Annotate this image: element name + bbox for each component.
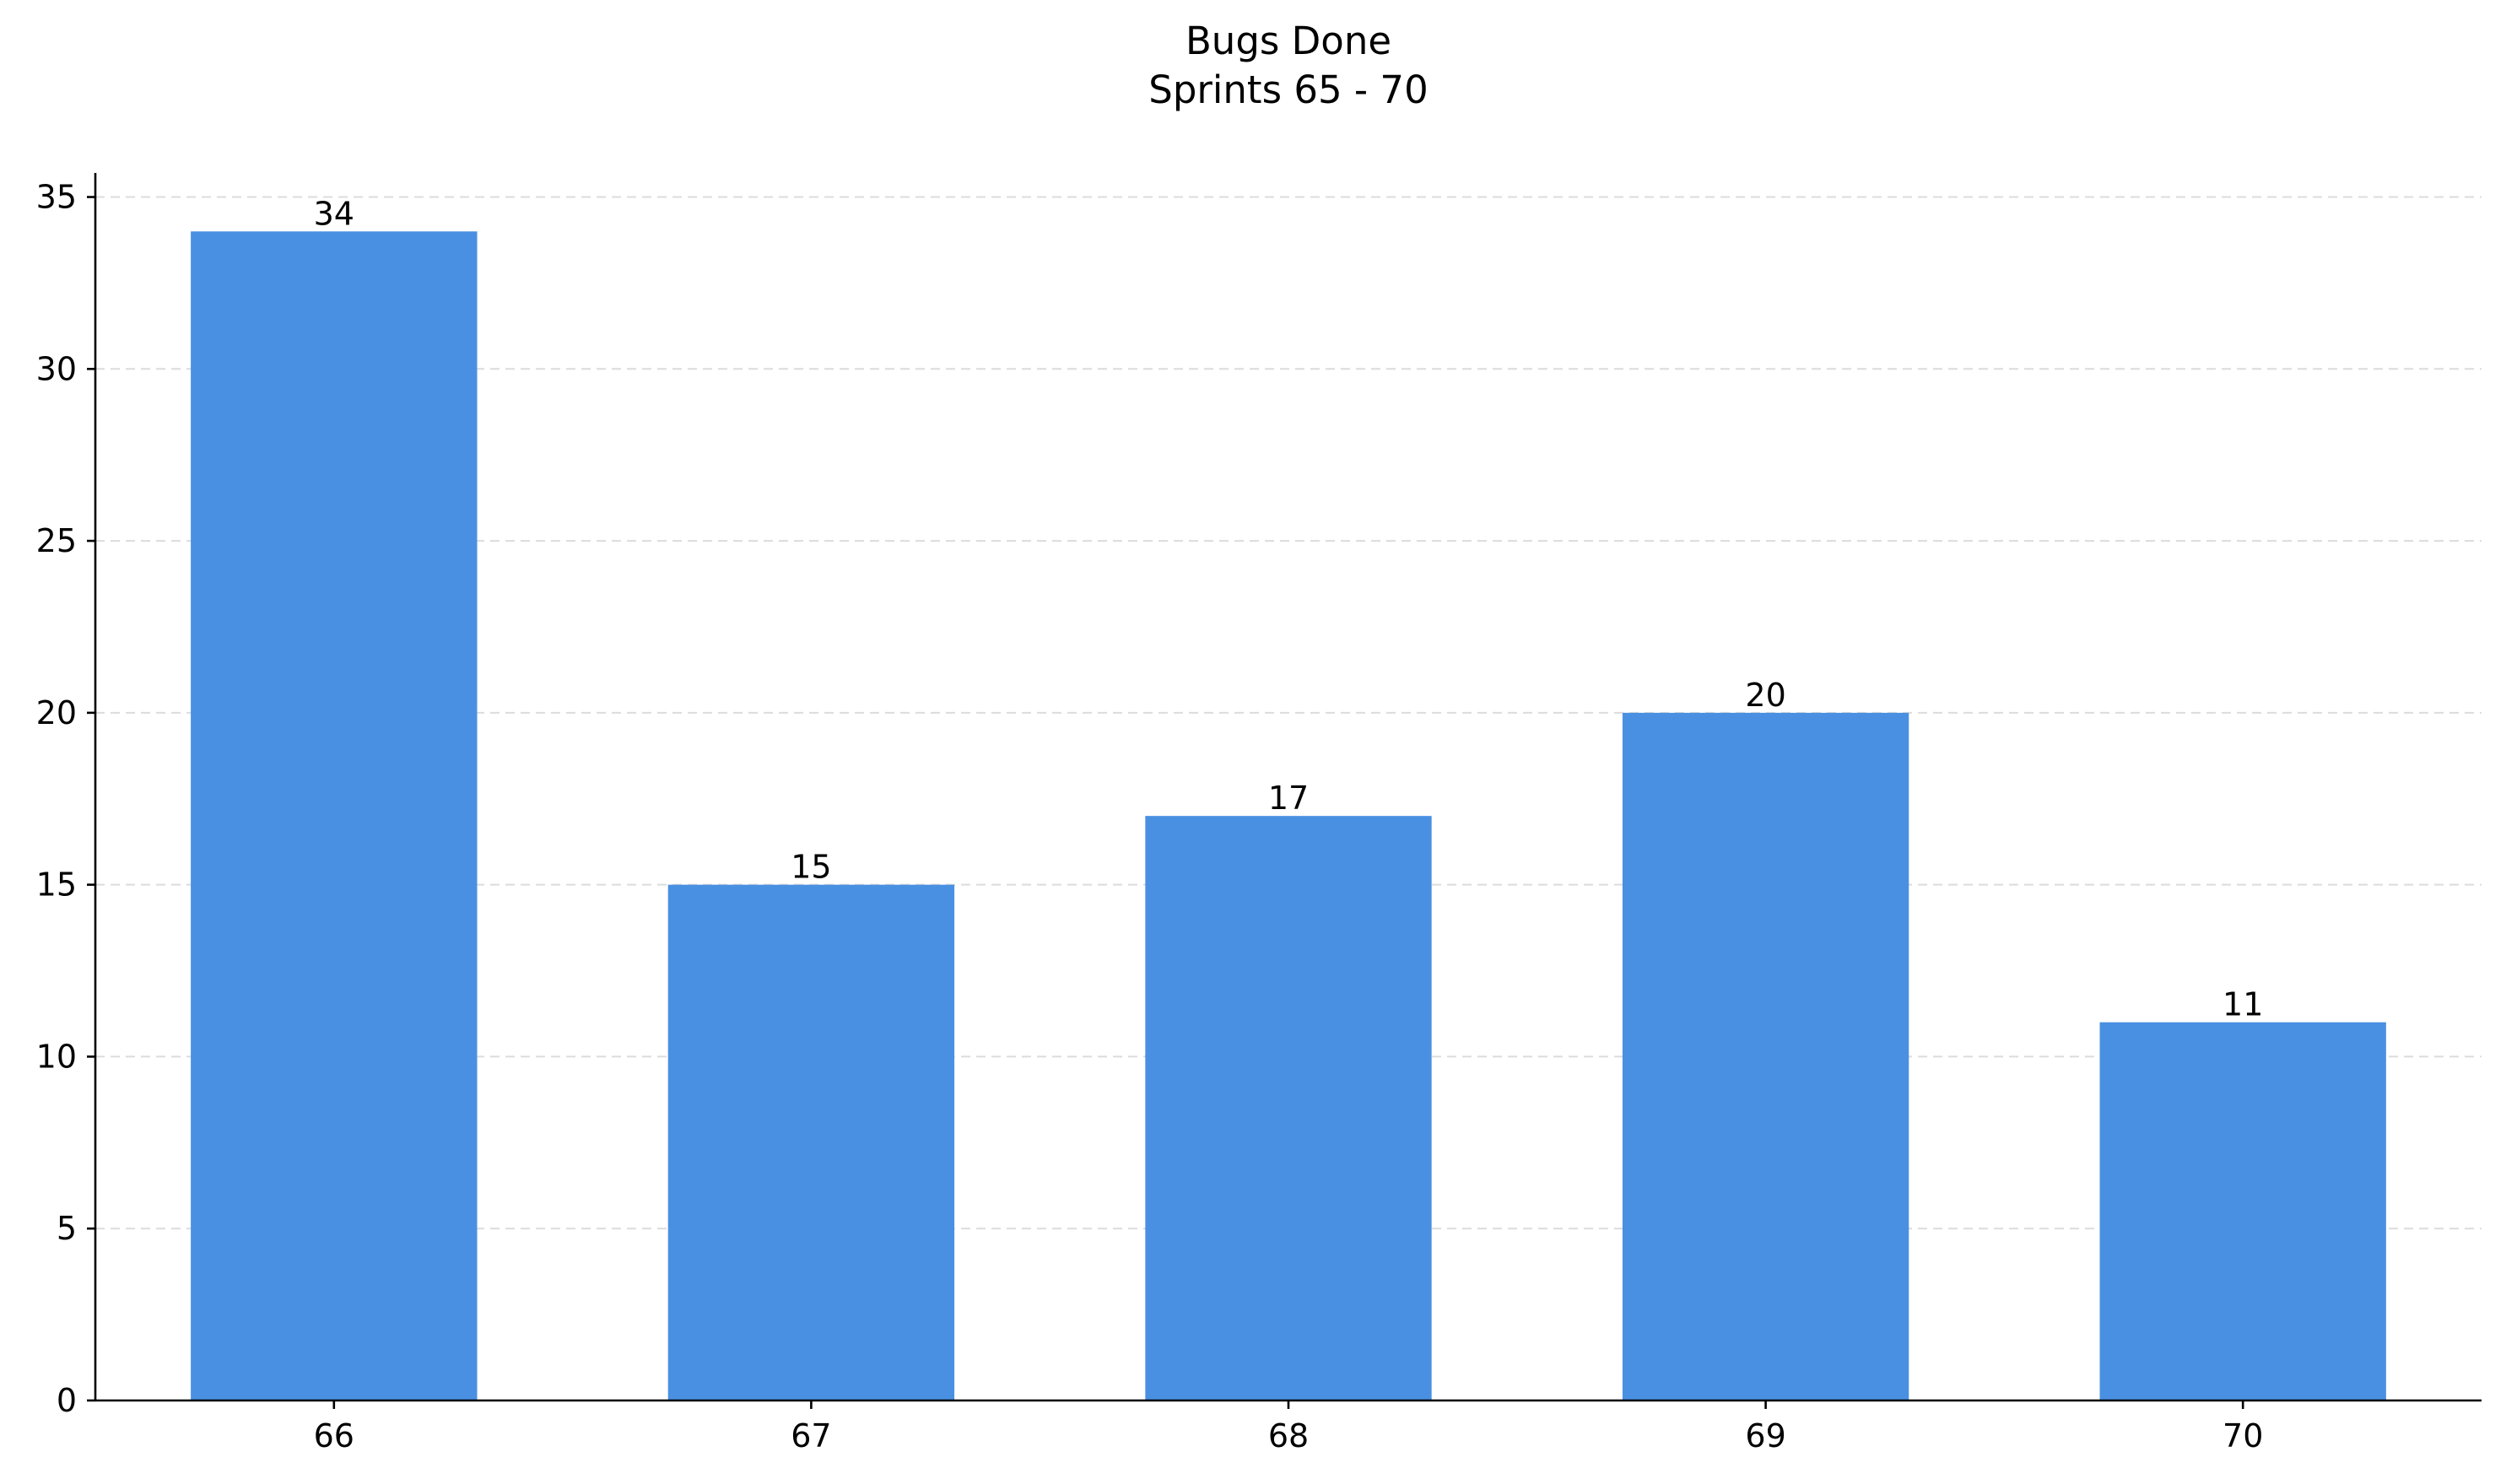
data-label-67: 15 — [791, 849, 831, 886]
data-label-70: 11 — [2222, 986, 2263, 1023]
bar-69 — [1622, 712, 1909, 1400]
bar-70 — [2099, 1022, 2386, 1400]
data-label-66: 34 — [314, 195, 354, 232]
x-tick-label-68: 68 — [1268, 1417, 1309, 1454]
data-label-68: 17 — [1268, 780, 1309, 817]
chart-title: Bugs Done — [1185, 19, 1391, 63]
y-tick-label: 10 — [36, 1038, 77, 1075]
x-ticks: 66 67 68 69 70 — [314, 1400, 2263, 1454]
x-tick-label-67: 67 — [791, 1417, 831, 1454]
chart-subtitle: Sprints 65 - 70 — [1148, 67, 1428, 112]
x-tick-label-70: 70 — [2222, 1417, 2263, 1454]
y-ticks: 0 5 10 15 20 25 30 35 — [36, 179, 95, 1419]
y-tick-label: 5 — [57, 1210, 77, 1247]
y-tick-label: 0 — [57, 1382, 77, 1419]
x-tick-label-69: 69 — [1745, 1417, 1785, 1454]
bar-66 — [191, 231, 478, 1401]
y-tick-label: 30 — [36, 350, 77, 387]
y-tick-label: 35 — [36, 179, 77, 216]
bar-67 — [667, 884, 955, 1400]
y-tick-label: 15 — [36, 866, 77, 904]
y-tick-label: 20 — [36, 694, 77, 731]
data-label-69: 20 — [1745, 677, 1785, 714]
bars — [191, 231, 2386, 1401]
x-tick-label-66: 66 — [314, 1417, 354, 1454]
y-tick-label: 25 — [36, 522, 77, 559]
bar-68 — [1145, 816, 1432, 1400]
data-labels: 34 15 17 20 11 — [314, 195, 2264, 1023]
